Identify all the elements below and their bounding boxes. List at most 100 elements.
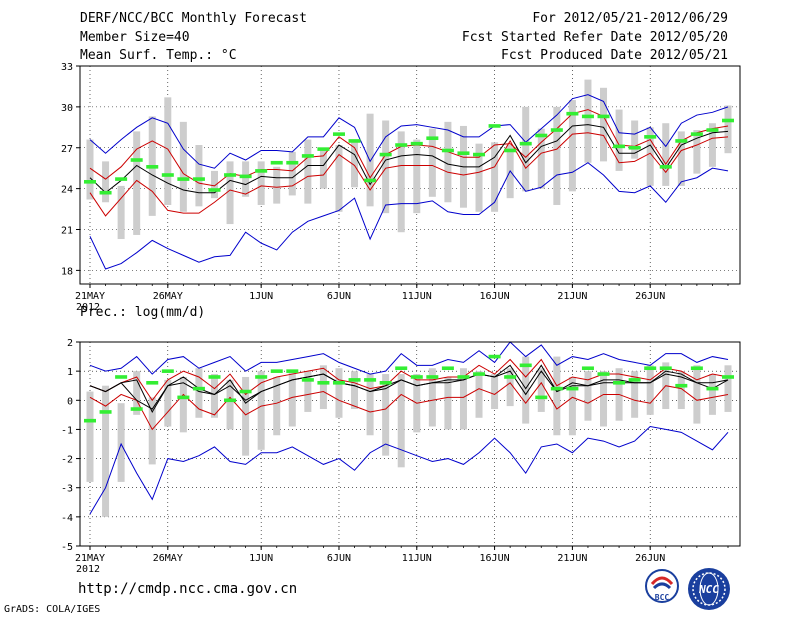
ensemble-range-box bbox=[304, 139, 312, 204]
ensemble-range-box bbox=[631, 120, 639, 159]
ensemble-range-box bbox=[568, 376, 576, 436]
mean-marker bbox=[706, 128, 719, 132]
mean-marker bbox=[239, 174, 252, 179]
plot-frame bbox=[79, 341, 741, 547]
mean-marker bbox=[270, 369, 283, 373]
ensemble-range-box bbox=[413, 139, 421, 214]
ensemble-range-box bbox=[693, 130, 701, 174]
mean-marker bbox=[332, 132, 345, 136]
header-period: For 2012/05/21-2012/06/29 bbox=[532, 11, 728, 26]
precip-label: Prec.: log(mm/d) bbox=[80, 305, 206, 320]
bcc-logo-text: BCC bbox=[655, 593, 670, 602]
series-max-line bbox=[89, 94, 729, 169]
series-max-line bbox=[89, 341, 729, 375]
ensemble-range-box bbox=[553, 356, 561, 436]
mean-marker bbox=[504, 148, 517, 153]
ensemble-range-box bbox=[615, 109, 623, 171]
mean-marker bbox=[535, 133, 548, 138]
ensemble-range-box bbox=[117, 185, 125, 240]
x-tick-label: 1JUN bbox=[249, 291, 273, 302]
ensemble-range-box bbox=[257, 161, 265, 205]
mean-marker bbox=[566, 111, 579, 116]
mean-marker bbox=[395, 143, 408, 147]
x-tick-label: 21JUN bbox=[557, 553, 587, 564]
ensemble-range-box bbox=[584, 371, 592, 421]
mean-marker bbox=[115, 177, 128, 181]
mean-marker bbox=[675, 139, 688, 143]
ensemble-range-box bbox=[646, 365, 654, 415]
ensemble-range-box bbox=[335, 145, 343, 212]
ensemble-range-box bbox=[537, 368, 545, 412]
y-tick-label: -4 bbox=[61, 513, 73, 524]
ensemble-range-box bbox=[568, 100, 576, 192]
x-tick-label: 11JUN bbox=[402, 291, 432, 302]
mean-marker bbox=[146, 165, 159, 169]
y-tick-label: 21 bbox=[61, 226, 73, 237]
mean-marker bbox=[364, 178, 377, 183]
mean-marker bbox=[192, 177, 205, 181]
mean-marker bbox=[84, 180, 96, 184]
temperature-panel: 21MAY 26MAY 1JUN 6JUN 11JUN 16JUN 21JUN 26JUN 20… bbox=[61, 62, 741, 313]
mean-marker bbox=[348, 139, 361, 143]
mean-marker bbox=[690, 366, 703, 371]
source-url[interactable]: http://cmdp.ncc.cma.gov.cn bbox=[78, 581, 298, 597]
mean-marker bbox=[675, 383, 688, 388]
header-member-size: Member Size=40 bbox=[80, 30, 190, 45]
ensemble-range-box bbox=[397, 374, 405, 468]
mean-marker bbox=[208, 375, 221, 379]
mean-marker bbox=[364, 378, 377, 382]
mean-marker bbox=[410, 375, 423, 379]
x-tick-label: 21MAY bbox=[75, 291, 105, 302]
ensemble-range-box bbox=[164, 379, 172, 427]
x-tick-label: 16JUN bbox=[480, 553, 510, 564]
mean-marker bbox=[130, 407, 143, 411]
mean-marker bbox=[239, 389, 252, 394]
mean-marker bbox=[441, 366, 454, 371]
y-tick-label: 24 bbox=[61, 185, 73, 196]
mean-marker bbox=[177, 177, 190, 181]
y-tick-label: 30 bbox=[61, 103, 73, 114]
ensemble-range-box bbox=[179, 376, 187, 433]
mean-marker bbox=[488, 124, 501, 128]
x-tick-label: 21JUN bbox=[557, 291, 587, 302]
y-tick-label: -3 bbox=[61, 484, 73, 495]
ncc-logo-text: NCC bbox=[698, 583, 719, 596]
ensemble-range-box bbox=[522, 106, 530, 192]
bcc-logo: BCC bbox=[642, 568, 682, 608]
ensemble-range-box bbox=[148, 397, 156, 465]
ensemble-range-box bbox=[382, 120, 390, 214]
ensemble-range-box bbox=[86, 391, 94, 482]
ensemble-range-box bbox=[102, 385, 110, 517]
mean-marker bbox=[99, 190, 112, 195]
mean-marker bbox=[208, 188, 221, 192]
mean-marker bbox=[519, 141, 532, 146]
x-year-label: 2012 bbox=[76, 302, 100, 313]
mean-marker bbox=[410, 141, 423, 146]
ensemble-range-box bbox=[288, 371, 296, 427]
mean-marker bbox=[99, 410, 112, 414]
mean-marker bbox=[84, 418, 96, 423]
ensemble-range-box bbox=[537, 128, 545, 189]
series-min-line bbox=[89, 425, 729, 515]
ensemble-range-box bbox=[677, 131, 685, 186]
ensemble-range-box bbox=[351, 371, 359, 410]
ensemble-range-box bbox=[397, 131, 405, 233]
ensemble-range-box bbox=[133, 371, 141, 415]
mean-marker bbox=[115, 375, 128, 379]
ensemble-range-box bbox=[210, 170, 218, 199]
ensemble-range-box bbox=[475, 371, 483, 418]
ensemble-range-box bbox=[600, 371, 608, 427]
ensemble-range-box bbox=[724, 105, 732, 154]
ensemble-range-box bbox=[226, 161, 234, 225]
mean-marker bbox=[659, 366, 672, 371]
ensemble-range-box bbox=[319, 147, 327, 189]
mean-marker bbox=[581, 366, 594, 371]
ensemble-range-box bbox=[273, 376, 281, 436]
ncc-logo-icon: NCC bbox=[688, 568, 730, 610]
ensemble-range-box bbox=[195, 368, 203, 418]
mean-marker bbox=[348, 378, 361, 382]
ensemble-range-box bbox=[646, 127, 654, 186]
mean-marker bbox=[379, 152, 392, 157]
mean-marker bbox=[535, 395, 548, 400]
